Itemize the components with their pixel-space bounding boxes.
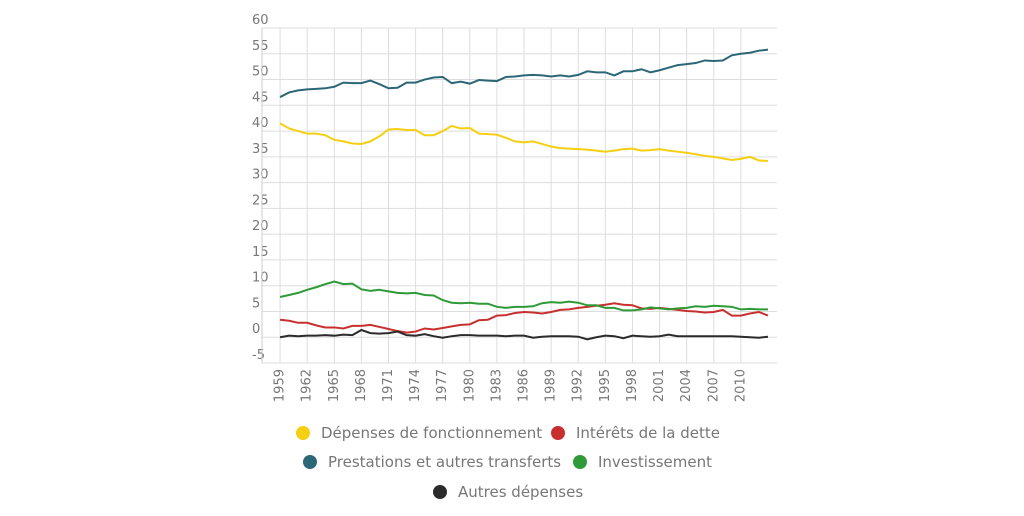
y-tick-label: 60 <box>252 13 269 28</box>
legend-marker <box>551 426 565 440</box>
x-tick-label: 1992 <box>571 369 586 402</box>
x-tick-label: 1983 <box>489 369 504 402</box>
y-tick-label: 50 <box>252 65 269 80</box>
y-tick-label: 5 <box>252 296 260 311</box>
y-tick-label: -5 <box>252 348 265 363</box>
x-tick-label: 1986 <box>517 369 532 402</box>
x-tick-label: 1998 <box>625 369 640 402</box>
legend-marker <box>303 455 317 469</box>
x-tick-label: 1974 <box>408 369 423 402</box>
y-tick-label: 15 <box>252 245 269 260</box>
y-tick-label: 10 <box>252 271 269 286</box>
series-line <box>279 122 769 162</box>
y-tick-label: 20 <box>252 219 269 234</box>
legend-marker <box>573 455 587 469</box>
series-line <box>279 302 769 334</box>
x-tick-label: 2007 <box>706 369 721 402</box>
x-tick-label: 1959 <box>273 369 288 402</box>
series-line <box>279 280 768 312</box>
y-tick-label: 30 <box>252 168 269 183</box>
y-tick-label: 0 <box>252 322 260 337</box>
legend-label: Prestations et autres transferts <box>328 453 561 471</box>
legend: Dépenses de fonctionnement Intérêts de la… <box>296 424 720 501</box>
y-tick-label: 25 <box>252 193 269 208</box>
legend-marker <box>296 426 310 440</box>
x-tick-label: 2001 <box>652 369 667 402</box>
x-tick-label: 2010 <box>733 369 748 402</box>
legend-marker <box>433 485 447 499</box>
y-tick-label: 40 <box>252 116 269 131</box>
x-tick-label: 1962 <box>300 369 315 402</box>
x-tick-label: 1995 <box>598 369 613 402</box>
x-tick-label: 2004 <box>679 369 694 402</box>
legend-label: Dépenses de fonctionnement <box>321 424 542 442</box>
x-tick-label: 1968 <box>354 369 369 402</box>
legend-label: Intérêts de la dette <box>576 424 720 442</box>
y-tick-label: 45 <box>252 90 269 105</box>
x-tick-label: 1989 <box>544 369 559 402</box>
y-tick-label: 55 <box>252 39 269 54</box>
x-tick-label: 1977 <box>435 369 450 402</box>
x-tick-label: 1971 <box>381 369 396 402</box>
y-tick-label: 35 <box>252 142 269 157</box>
x-tick-label: 1965 <box>327 369 342 402</box>
legend-label: Investissement <box>598 453 712 471</box>
x-tick-label: 1980 <box>462 369 477 402</box>
legend-label: Autres dépenses <box>458 483 583 501</box>
series-line <box>279 328 769 341</box>
series-line <box>279 48 769 98</box>
